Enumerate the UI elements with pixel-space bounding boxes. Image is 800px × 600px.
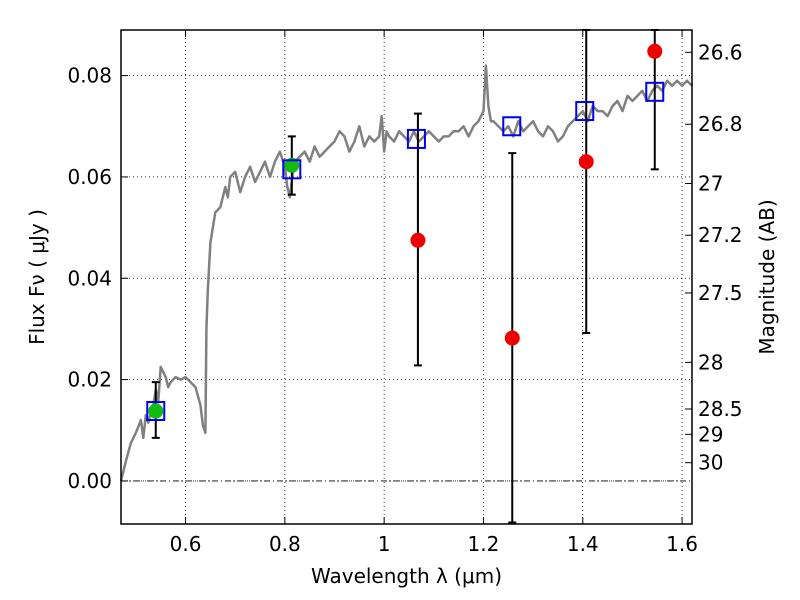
observed-flux-point <box>504 330 520 346</box>
model-flux-box <box>502 116 522 137</box>
magnitude-axis-label: Magnitude (AB) <box>755 199 779 354</box>
model-flux-box <box>282 159 302 180</box>
model-spectrum-line <box>119 64 693 482</box>
magnitude-tick-label: 28.5 <box>698 397 743 421</box>
observed-points <box>148 43 663 419</box>
magnitude-tick-label: 28 <box>698 350 723 374</box>
y-tick-label: 0.06 <box>67 165 112 189</box>
magnitude-tick-label: 30 <box>698 451 723 475</box>
observed-flux-point-detected <box>148 403 164 419</box>
magnitude-tick-label: 26.6 <box>698 40 743 64</box>
x-tick-label: 1.6 <box>666 532 698 556</box>
x-tick-label: 1 <box>378 532 391 556</box>
y-axis-label: Flux Fν ( μJy ) <box>25 209 49 345</box>
plot-frame <box>120 29 693 525</box>
grid-lines <box>121 30 692 524</box>
model-flux-box <box>406 128 426 149</box>
error-bars <box>151 29 659 524</box>
magnitude-tick-label: 29 <box>698 422 723 446</box>
magnitude-tick-label: 27 <box>698 172 723 196</box>
observed-flux-point <box>647 43 663 59</box>
x-tick-label: 1.2 <box>468 532 500 556</box>
observed-flux-point <box>578 154 594 170</box>
magnitude-axis-ticks: 26.6 26.8 27 27.2 27.5 28 28.529 30 <box>685 40 743 475</box>
x-tick-label: 1.4 <box>567 532 599 556</box>
model-flux-box <box>146 401 166 422</box>
x-axis-ticks: 0.6 0.8 1 1.2 1.4 1.6 <box>170 30 698 556</box>
x-tick-label: 0.8 <box>269 532 301 556</box>
y-tick-label: 0.04 <box>67 266 112 290</box>
y-tick-label: 0.00 <box>67 469 112 493</box>
x-tick-label: 0.6 <box>170 532 202 556</box>
y-tick-label: 0.08 <box>67 64 112 88</box>
model-flux-box <box>575 101 595 122</box>
magnitude-tick-label: 27.2 <box>698 223 743 247</box>
observed-flux-point-detected <box>284 157 300 173</box>
y-axis-ticks: 0.00 0.02 0.04 0.06 0.08 <box>67 64 128 493</box>
y-tick-label: 0.02 <box>67 368 112 392</box>
x-axis-label: Wavelength λ (μm) <box>311 564 502 588</box>
magnitude-tick-label: 26.8 <box>698 112 743 136</box>
observed-flux-point <box>410 232 426 248</box>
magnitude-tick-label: 27.5 <box>698 281 743 305</box>
model-flux-points <box>146 81 665 422</box>
model-flux-box <box>645 81 665 102</box>
model-spectrum <box>119 64 693 482</box>
